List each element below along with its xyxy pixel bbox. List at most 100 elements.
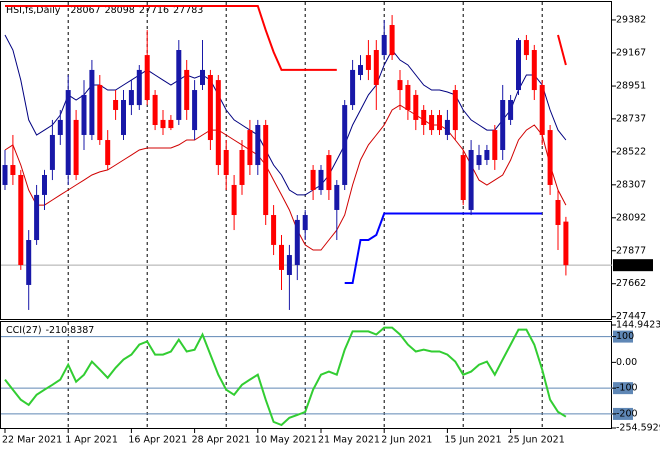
y-tick-label: -200 <box>616 408 638 419</box>
candle-body <box>563 221 569 266</box>
candle-body <box>310 169 316 191</box>
candle-body <box>476 155 482 166</box>
y-tick-label: 100 <box>616 331 634 342</box>
y-tick-label: 28737 <box>616 113 646 124</box>
candle-body <box>128 90 134 106</box>
candle-body <box>294 219 300 266</box>
candle-body <box>405 84 411 110</box>
candle-body <box>452 90 458 131</box>
x-tick-label: 10 May 2021 <box>255 435 317 446</box>
candle-body <box>334 184 340 210</box>
ohlc-value: 27716 <box>139 5 169 16</box>
candle-body <box>136 69 142 106</box>
candle-body <box>279 244 284 270</box>
x-tick-label: 28 Apr 2021 <box>192 435 251 446</box>
ohlc-value: 27783 <box>173 5 203 16</box>
candle-body <box>144 55 150 101</box>
candle-body <box>373 50 379 85</box>
candle-body <box>247 130 253 166</box>
candle-body <box>381 34 387 56</box>
y-tick-label: -100 <box>616 383 638 394</box>
candle-body <box>192 90 198 131</box>
candle-body <box>215 80 221 166</box>
candle-body <box>34 194 40 241</box>
candle-body <box>460 155 466 200</box>
symbol: HSI,fs,Daily <box>6 5 61 16</box>
chart-title: HSI,fs,Daily 28067 28098 27716 27783 <box>6 5 203 16</box>
x-tick-label: 15 Jun 2021 <box>444 435 501 446</box>
candle-body <box>286 255 292 275</box>
candle-body <box>18 174 24 266</box>
candle-body <box>105 140 111 166</box>
y-tick-label: 0.00 <box>616 357 637 368</box>
candle-body <box>207 75 213 141</box>
candle-body <box>10 165 16 175</box>
y-tick-label: 29382 <box>616 14 646 25</box>
price-box <box>613 259 653 272</box>
y-tick-label: 144.9423 <box>616 320 660 331</box>
line <box>5 5 567 71</box>
ohlc-value: 28098 <box>105 5 135 16</box>
candle-body <box>358 65 363 76</box>
candle-body <box>302 215 308 231</box>
candle-body <box>516 40 521 91</box>
candle-body <box>437 115 442 131</box>
candle-body <box>389 25 395 56</box>
candle-body <box>342 105 348 185</box>
y-tick-label: 28307 <box>616 179 646 190</box>
y-tick-label: 27447 <box>616 311 646 322</box>
candle-body <box>492 130 498 160</box>
y-tick-label: 28522 <box>616 146 646 157</box>
candle-body <box>168 119 174 129</box>
candle-body <box>200 69 205 85</box>
candle-body <box>365 55 371 70</box>
y-tick-label: 29167 <box>616 47 646 58</box>
candle-body <box>113 100 119 110</box>
candle-body <box>65 90 71 175</box>
candle-body <box>2 165 8 185</box>
candle-body <box>73 119 79 175</box>
candle-body <box>500 100 506 150</box>
line <box>4 34 567 196</box>
x-tick-label: 16 Apr 2021 <box>128 435 187 446</box>
y-tick-label: 28951 <box>616 81 646 92</box>
x-tick-label: 1 Apr 2021 <box>65 435 118 446</box>
x-tick-label: 21 May 2021 <box>318 435 380 446</box>
candle-body <box>484 149 490 160</box>
candle-body <box>263 125 269 216</box>
candle-body <box>318 169 324 191</box>
line <box>4 326 567 427</box>
ohlc-value: 28067 <box>70 5 100 16</box>
candle-body <box>547 130 553 185</box>
candle-body <box>350 69 356 106</box>
cci-value: -210.8387 <box>46 325 95 336</box>
level-box <box>613 407 633 420</box>
candle-body <box>81 94 87 135</box>
candle-body <box>223 149 229 175</box>
candle-body <box>49 134 55 170</box>
candle-body <box>531 50 537 91</box>
price-label: 27783 <box>616 260 646 271</box>
candle-body <box>184 69 190 110</box>
indicator: CCI(27) <box>6 325 42 336</box>
x-tick-label: 2 Jun 2021 <box>381 435 432 446</box>
cci-panel <box>0 321 612 429</box>
candle-body <box>413 94 419 120</box>
candle-body <box>89 69 95 135</box>
candle-body <box>160 119 166 129</box>
level-box <box>613 382 633 395</box>
price-panel <box>0 1 612 320</box>
candle-body <box>26 240 32 285</box>
y-tick-label: 27662 <box>616 278 646 289</box>
candle-body <box>326 155 332 191</box>
candle-body <box>429 115 435 131</box>
candle-body <box>421 109 427 126</box>
candle-body <box>121 100 126 135</box>
candle-body <box>176 50 182 120</box>
y-tick-label: -254.5929 <box>616 423 660 434</box>
y-tick-label: 28092 <box>616 212 646 223</box>
x-tick-label: 22 Mar 2021 <box>2 435 62 446</box>
cci-title: CCI(27) -210.8387 <box>6 325 94 336</box>
candle-body <box>539 84 545 135</box>
